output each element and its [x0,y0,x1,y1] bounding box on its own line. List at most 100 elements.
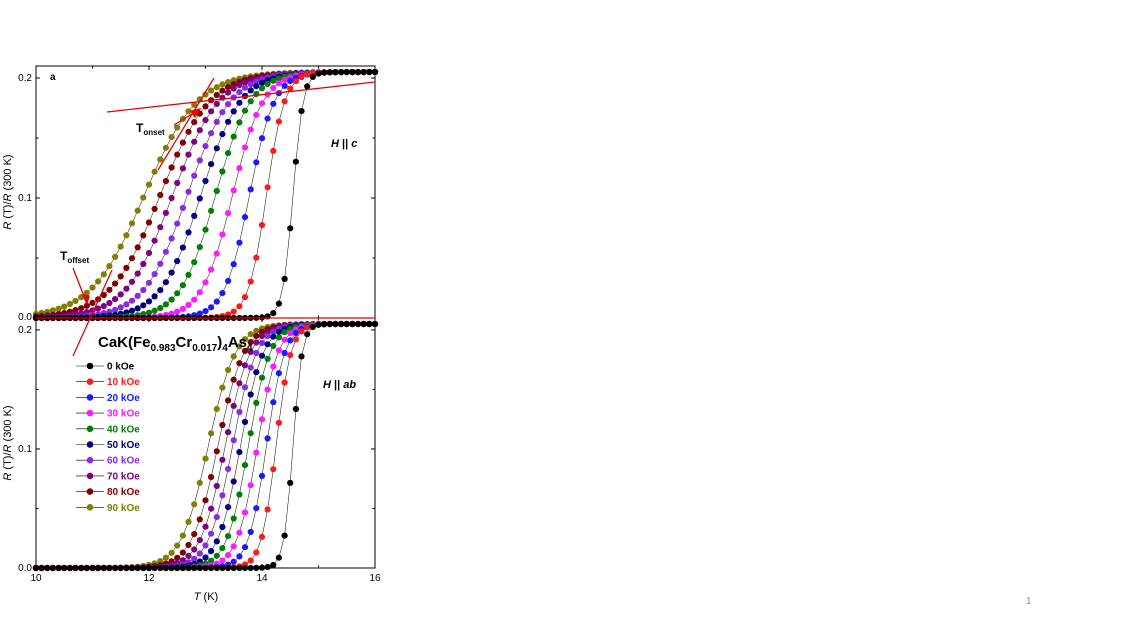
legend-marker-2 [86,394,94,401]
top-point-8-35 [230,81,237,88]
top-point-6-26 [179,204,186,211]
bottom-point-4-45 [287,325,294,332]
bottom-series-line-5 [36,323,375,569]
top-point-3-38 [247,126,254,133]
bottom-point-4-34 [225,533,232,540]
bottom-point-2-43 [275,370,282,377]
bottom-point-0-31 [208,564,215,572]
top-point-3-42 [270,84,277,92]
bottom-point-0-26 [179,564,186,572]
bottom-point-5-40 [258,352,266,359]
top-point-6-18 [134,292,141,299]
top-point-7-16 [123,285,130,292]
bottom-point-5-42 [270,333,277,340]
bottom-point-6-42 [270,328,277,335]
bottom-point-7-31 [208,505,215,512]
legend-marker-1 [86,378,94,386]
bottom-point-8-39 [253,332,260,340]
bottom-point-6-39 [253,349,260,357]
top-point-6-27 [185,188,192,195]
top-point-2-40 [258,135,266,142]
bottom-point-5-31 [208,548,215,555]
top-point-5-38 [247,87,254,94]
bottom-point-0-5 [61,564,68,572]
bottom-point-1-40 [258,533,266,541]
top-point-5-20 [145,298,153,305]
top-y-axis-label: R (T)/R (300 K) [2,154,14,229]
top-point-4-36 [236,119,243,126]
top-point-7-20 [145,249,153,257]
top-point-7-29 [196,127,203,134]
bottom-point-3-33 [219,557,226,564]
bottom-point-0-60 [371,320,379,328]
top-point-4-42 [270,77,277,84]
bottom-point-4-42 [270,342,277,349]
bottom-point-7-40 [258,332,266,340]
top-point-5-39 [253,83,260,90]
bottom-point-6-34 [225,465,232,472]
legend-label-3: 30 kOe [107,409,140,420]
top-point-5-23 [162,279,169,286]
top-point-1-36 [236,303,243,310]
top-point-0-49 [309,73,316,80]
top-point-3-30 [202,279,209,286]
bottom-point-3-42 [270,363,277,370]
top-ytick-label-0: 0.0 [18,312,32,323]
bottom-point-9-25 [174,542,181,549]
top-ytick-label-2: 0.2 [18,73,32,84]
top-point-9-22 [157,156,164,163]
bottom-point-0-48 [304,331,311,338]
top-point-5-35 [230,108,237,115]
bottom-point-6-32 [213,514,220,521]
bottom-point-4-35 [230,515,237,522]
top-point-2-34 [225,277,232,284]
top-field-dir: c [351,138,357,150]
legend-marker-0 [86,362,94,370]
top-point-9-19 [140,194,147,201]
top-point-7-31 [208,108,215,115]
top-point-9-10 [89,284,96,291]
bottom-series-line-7 [36,323,375,569]
top-point-5-29 [196,195,203,202]
top-point-9-31 [208,87,215,94]
top-point-6-19 [140,286,147,294]
bottom-panel-data [32,320,379,572]
x-axis-label: T (K) [194,591,218,603]
top-point-7-30 [202,117,209,124]
top-point-1-37 [241,294,249,301]
bottom-point-0-51 [321,321,328,328]
legend-item-4: 40 kOe [76,424,140,435]
bottom-point-4-43 [275,334,282,341]
bottom-point-1-38 [247,557,254,564]
top-point-9-11 [95,278,102,285]
bottom-point-0-2 [44,564,51,572]
top-point-9-27 [185,108,192,115]
bottom-point-7-41 [264,328,271,335]
bottom-point-6-36 [236,408,243,416]
top-point-0-42 [270,310,277,317]
xtick-label-0: 10 [30,573,42,584]
bottom-point-4-33 [219,545,226,552]
bottom-point-2-38 [247,528,254,536]
top-point-1-42 [270,147,277,154]
legend-label-1: 10 kOe [107,377,140,388]
top-point-7-12 [100,303,107,310]
top-point-6-31 [208,130,215,137]
bottom-point-5-41 [264,341,271,348]
top-point-3-40 [258,100,266,107]
bottom-series-line-0 [36,323,375,569]
bottom-point-3-38 [247,482,254,489]
top-point-4-33 [219,168,226,175]
legend-marker-5 [86,441,94,448]
bottom-series-3 [32,320,379,572]
bottom-point-5-34 [225,504,232,511]
top-point-8-27 [185,128,192,135]
bottom-point-2-46 [292,330,299,337]
bottom-point-5-30 [202,554,209,561]
bottom-point-1-41 [264,506,271,513]
onset-arrow-head [189,108,202,119]
bottom-point-7-36 [236,380,243,387]
bottom-point-3-45 [287,330,294,337]
top-point-5-21 [151,293,158,300]
bottom-y-axis-label: R (T)/R (300 K) [2,405,14,480]
